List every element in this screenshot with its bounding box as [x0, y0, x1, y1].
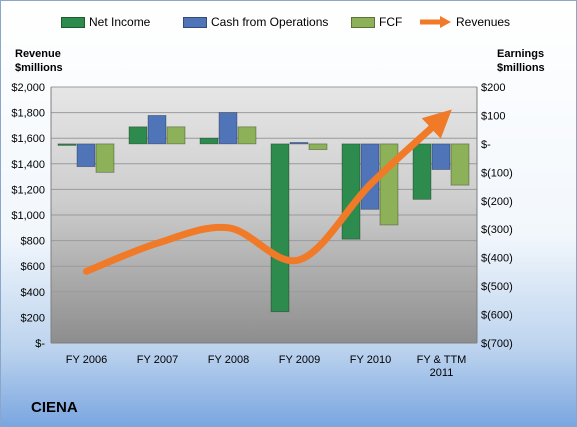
left-tick-label: $600 [21, 261, 45, 273]
category-label: FY 2010 [350, 354, 391, 366]
left-tick-label: $200 [21, 312, 45, 324]
legend-label: Revenues [456, 15, 511, 29]
bar-fcf [237, 126, 257, 145]
right-tick-label: $(300) [481, 224, 513, 236]
left-tick-label: $2,000 [11, 82, 45, 94]
bar-net-income [199, 137, 219, 145]
legend-arrow-icon [420, 16, 451, 28]
left-tick-label: $400 [21, 287, 45, 299]
legend-label: FCF [379, 15, 403, 29]
left-tick-label: $1,400 [11, 159, 45, 171]
legend-label: Net Income [89, 15, 151, 29]
category-label: FY 2006 [66, 354, 107, 366]
chart-legend: Net Income Cash from Operations FCF Revenue… [61, 15, 531, 33]
legend-swatch [61, 16, 85, 28]
legend-item: Revenues [418, 15, 510, 29]
category-label: FY 2007 [137, 354, 178, 366]
left-tick-label: $1,600 [11, 133, 45, 145]
right-axis-title-line-2: $millions [497, 62, 545, 74]
legend-item: Net Income [61, 15, 150, 29]
right-tick-label: $(200) [481, 196, 513, 208]
left-tick-label: $1,000 [11, 210, 45, 222]
category-label: FY & TTM [417, 354, 467, 366]
category-label: FY 2008 [208, 354, 249, 366]
left-axis-title-line-2: $millions [15, 62, 63, 74]
bar-net-income [341, 143, 361, 240]
left-tick-label: $- [35, 338, 45, 350]
left-axis-title: Revenue $millions [15, 47, 63, 75]
legend-swatch [183, 16, 207, 28]
bar-net-income [128, 126, 148, 145]
legend-swatch [351, 16, 375, 28]
right-axis-title-line-1: Earnings [497, 48, 545, 60]
category-label: FY 2009 [279, 354, 320, 366]
left-tick-label: $1,800 [11, 108, 45, 120]
left-tick-label: $1,200 [11, 184, 45, 196]
right-tick-label: $(600) [481, 310, 513, 322]
bar-net-income [57, 143, 77, 146]
legend-item: FCF [351, 15, 402, 29]
bar-cash-from-operations [147, 115, 167, 145]
company-name: CIENA [31, 399, 78, 416]
right-tick-label: $- [481, 139, 491, 151]
bar-cash-from-operations [218, 112, 238, 145]
right-axis-title: Earnings $millions [497, 47, 545, 75]
legend-label: Cash from Operations [211, 15, 329, 29]
right-tick-label: $(700) [481, 338, 513, 350]
bar-cash-from-operations [76, 143, 96, 168]
bar-cash-from-operations [289, 142, 309, 145]
category-label: 2011 [430, 367, 454, 379]
bar-fcf [450, 143, 470, 186]
bar-net-income [270, 143, 290, 313]
left-axis-title-line-1: Revenue [15, 48, 61, 60]
legend-item: Cash from Operations [183, 15, 328, 29]
right-tick-label: $200 [481, 82, 505, 94]
bar-fcf [308, 143, 328, 150]
right-tick-label: $(400) [481, 253, 513, 265]
left-tick-label: $800 [21, 236, 45, 248]
line-revenues [83, 109, 452, 275]
bar-cash-from-operations [431, 143, 451, 170]
right-tick-label: $(100) [481, 167, 513, 179]
bar-fcf [95, 143, 115, 173]
bar-fcf [166, 126, 186, 145]
bar-net-income [412, 143, 432, 200]
right-tick-label: $(500) [481, 281, 513, 293]
right-tick-label: $100 [481, 110, 505, 122]
